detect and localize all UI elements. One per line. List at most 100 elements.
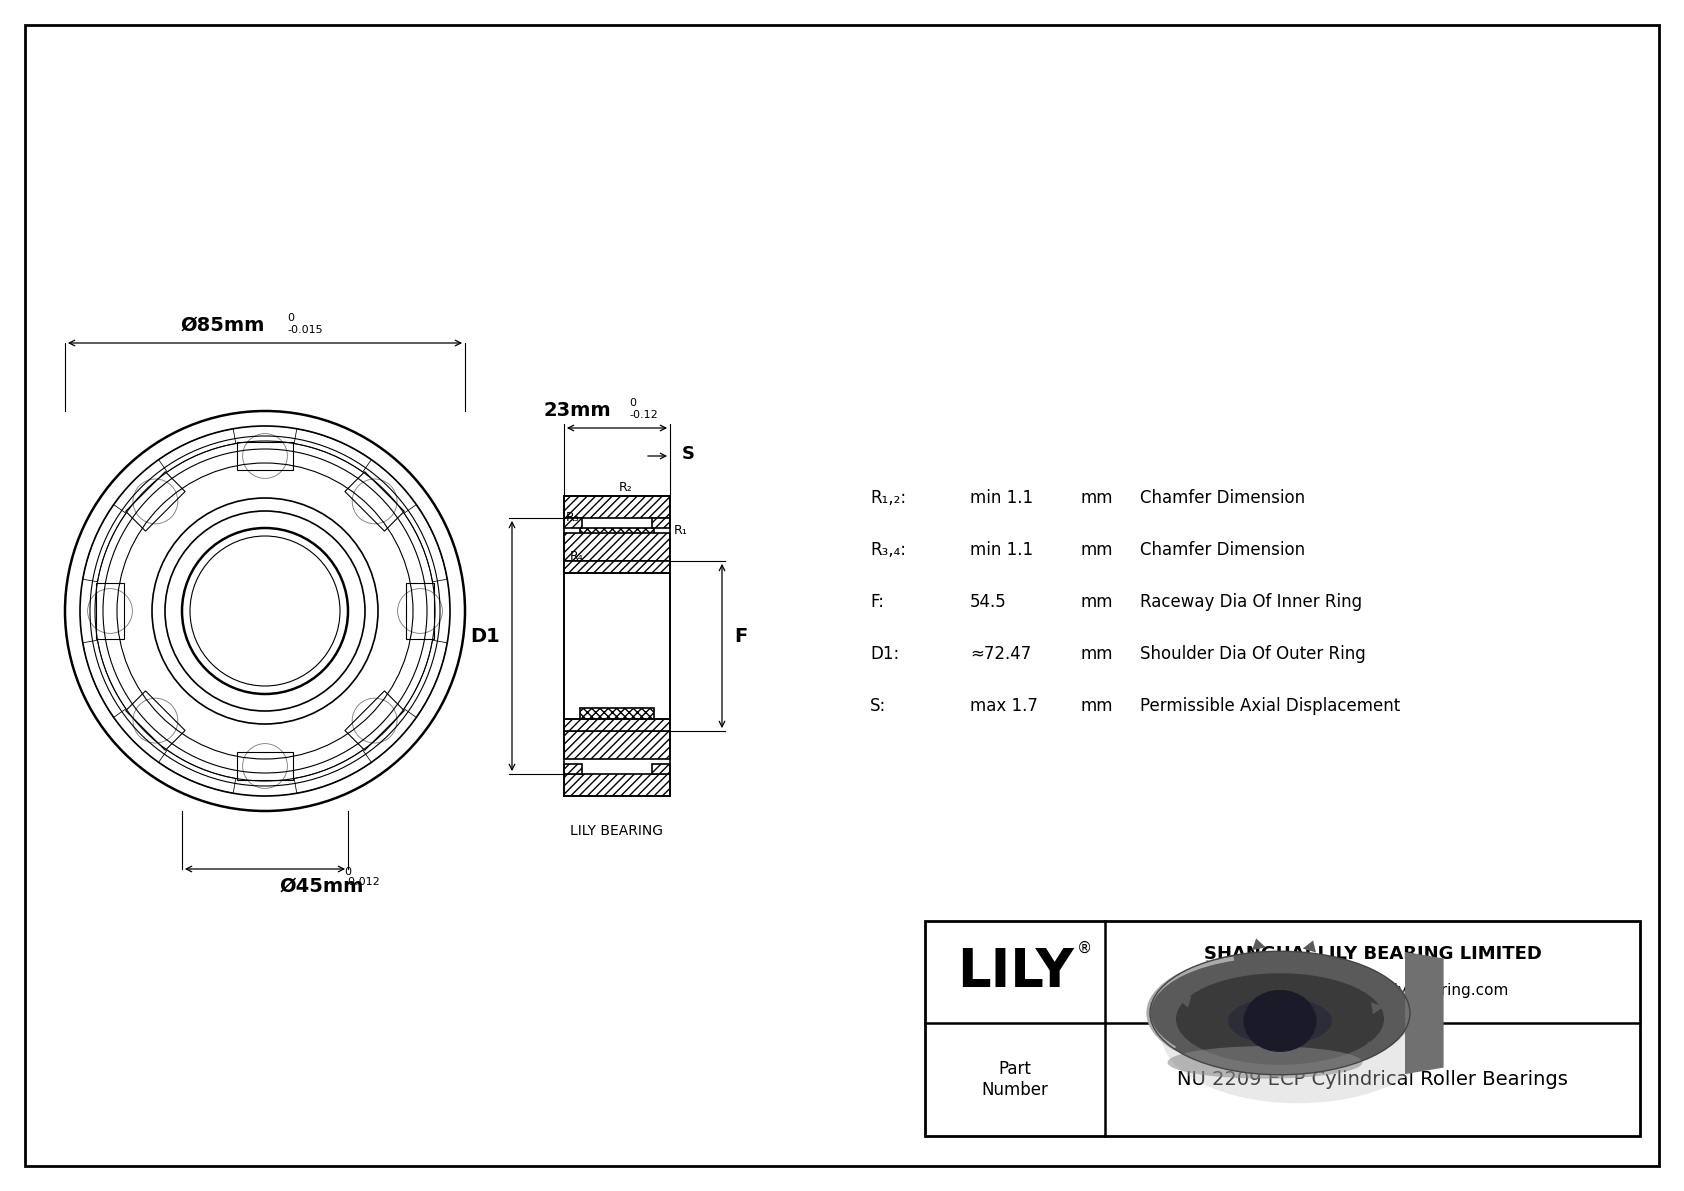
Ellipse shape	[1148, 952, 1413, 1074]
Text: 23mm: 23mm	[544, 401, 611, 420]
Ellipse shape	[1148, 953, 1413, 1074]
Ellipse shape	[1150, 953, 1410, 1073]
Text: Shoulder Dia Of Outer Ring: Shoulder Dia Of Outer Ring	[1140, 646, 1366, 663]
Text: Chamfer Dimension: Chamfer Dimension	[1140, 541, 1305, 559]
Bar	[564, 763, 583, 774]
Ellipse shape	[1148, 953, 1411, 1073]
Ellipse shape	[1150, 953, 1410, 1073]
Ellipse shape	[1150, 954, 1410, 1072]
Ellipse shape	[1243, 990, 1317, 1052]
Text: R₄: R₄	[569, 550, 584, 563]
Polygon shape	[1371, 1002, 1384, 1015]
Ellipse shape	[1197, 981, 1362, 1054]
Text: 54.5: 54.5	[970, 593, 1007, 611]
Ellipse shape	[1150, 953, 1411, 1073]
Text: R₁,₂:: R₁,₂:	[871, 490, 906, 507]
Bar	[564, 561, 670, 573]
Text: mm: mm	[1079, 490, 1113, 507]
Ellipse shape	[1228, 998, 1332, 1045]
Ellipse shape	[1148, 953, 1411, 1073]
Text: mm: mm	[1079, 646, 1113, 663]
Text: Email: lilybearing@lily-bearing.com: Email: lilybearing@lily-bearing.com	[1236, 983, 1509, 998]
Text: SHANGHAI LILY BEARING LIMITED: SHANGHAI LILY BEARING LIMITED	[1204, 944, 1541, 962]
Ellipse shape	[1150, 953, 1411, 1073]
Ellipse shape	[1152, 954, 1408, 1072]
Polygon shape	[1206, 960, 1219, 972]
Ellipse shape	[1152, 954, 1408, 1072]
Text: min 1.1: min 1.1	[970, 490, 1032, 507]
Ellipse shape	[1152, 954, 1408, 1072]
Text: F:: F:	[871, 593, 884, 611]
Bar	[579, 528, 653, 556]
Text: R₃,₄:: R₃,₄:	[871, 541, 906, 559]
Text: Ø45mm: Ø45mm	[280, 877, 364, 896]
Text: max 1.7: max 1.7	[970, 697, 1037, 715]
Text: -0.012: -0.012	[344, 877, 381, 887]
Ellipse shape	[1150, 953, 1410, 1073]
Ellipse shape	[1167, 1046, 1362, 1079]
Ellipse shape	[1152, 954, 1408, 1072]
Bar	[564, 495, 670, 518]
Ellipse shape	[1152, 954, 1410, 1072]
Bar	[652, 763, 670, 774]
Bar	[564, 518, 583, 528]
Text: Part
Number: Part Number	[982, 1060, 1049, 1099]
Bar	[925, 921, 1640, 1136]
Ellipse shape	[1150, 952, 1410, 1074]
Ellipse shape	[1150, 953, 1410, 1073]
Ellipse shape	[1148, 953, 1411, 1073]
Text: mm: mm	[1079, 697, 1113, 715]
Text: ≈72.47: ≈72.47	[970, 646, 1031, 663]
Text: R₃: R₃	[566, 511, 579, 524]
Ellipse shape	[1150, 954, 1410, 1073]
Polygon shape	[1179, 996, 1191, 1008]
Text: LILY: LILY	[957, 946, 1073, 998]
Text: min 1.1: min 1.1	[970, 541, 1032, 559]
Text: S: S	[682, 445, 695, 463]
Polygon shape	[1251, 939, 1266, 950]
Text: NU 2209 ECP Cylindrical Roller Bearings: NU 2209 ECP Cylindrical Roller Bearings	[1177, 1070, 1568, 1089]
Text: mm: mm	[1079, 593, 1113, 611]
Text: D1:: D1:	[871, 646, 899, 663]
Text: F: F	[734, 626, 748, 646]
Text: R₁: R₁	[674, 524, 687, 537]
Ellipse shape	[1162, 967, 1435, 1103]
Text: ®: ®	[1078, 941, 1093, 955]
Bar	[652, 518, 670, 528]
Text: S:: S:	[871, 697, 886, 715]
Ellipse shape	[1148, 953, 1411, 1073]
Polygon shape	[1362, 1041, 1378, 1053]
Ellipse shape	[1150, 954, 1410, 1072]
Text: 0: 0	[344, 867, 350, 877]
Bar	[564, 534, 670, 561]
Bar	[564, 774, 670, 796]
Ellipse shape	[1243, 990, 1317, 1052]
Ellipse shape	[1148, 953, 1411, 1073]
Text: R₂: R₂	[620, 481, 633, 494]
Text: Chamfer Dimension: Chamfer Dimension	[1140, 490, 1305, 507]
Text: Permissible Axial Displacement: Permissible Axial Displacement	[1140, 697, 1401, 715]
Text: D1: D1	[470, 626, 500, 646]
Bar	[564, 573, 670, 719]
Text: LILY BEARING: LILY BEARING	[571, 824, 663, 838]
Text: 0: 0	[630, 398, 637, 409]
Ellipse shape	[1148, 953, 1411, 1073]
Polygon shape	[1303, 941, 1315, 953]
Ellipse shape	[1152, 954, 1408, 1072]
Ellipse shape	[1175, 973, 1384, 1065]
Bar	[579, 707, 653, 736]
Ellipse shape	[1152, 954, 1408, 1072]
Bar	[564, 719, 670, 731]
Text: Ø85mm: Ø85mm	[180, 316, 264, 335]
Text: 0: 0	[286, 313, 295, 323]
Ellipse shape	[1148, 953, 1411, 1073]
Polygon shape	[1404, 952, 1443, 1074]
Text: -0.12: -0.12	[630, 410, 658, 420]
Text: -0.015: -0.015	[286, 325, 323, 335]
Ellipse shape	[1148, 953, 1411, 1073]
Ellipse shape	[1152, 954, 1408, 1072]
Text: mm: mm	[1079, 541, 1113, 559]
Bar	[564, 731, 670, 759]
Ellipse shape	[1152, 954, 1410, 1072]
Ellipse shape	[1150, 953, 1410, 1073]
